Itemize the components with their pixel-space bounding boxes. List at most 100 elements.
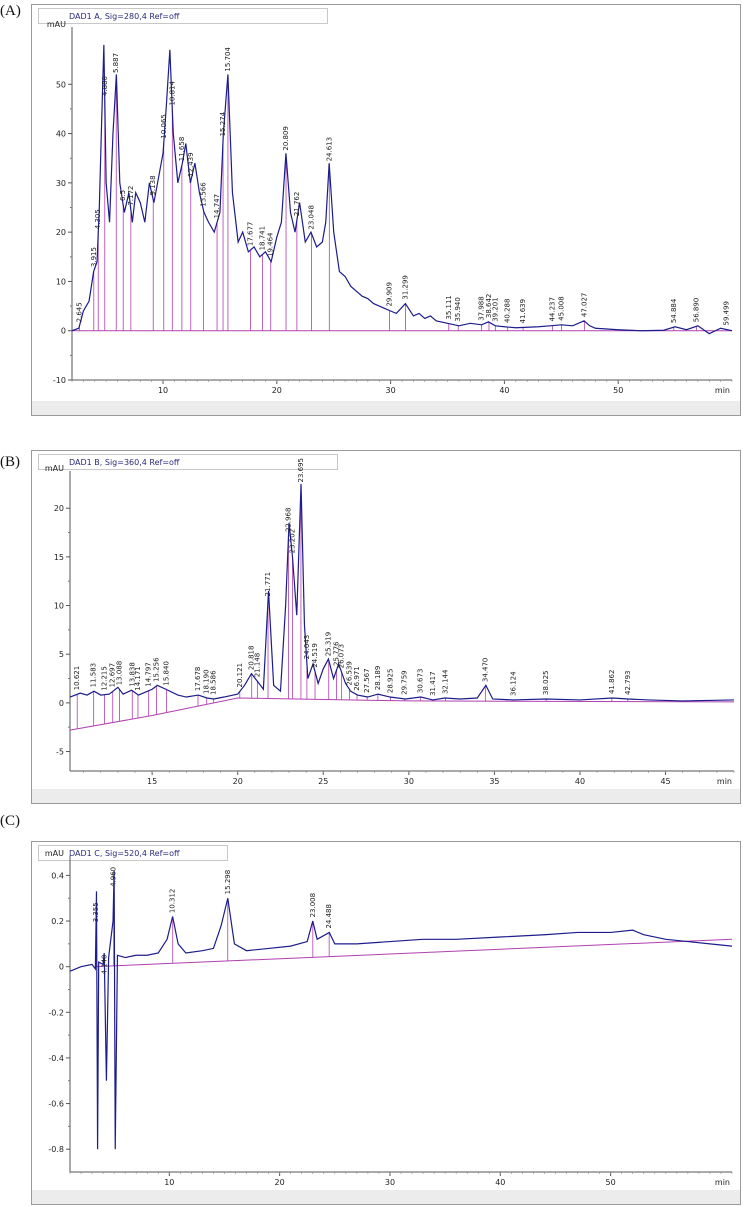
panel-b-title: DAD1 B, Sig=360,4 Ref=off: [38, 454, 338, 470]
peak-label: 4.880: [101, 76, 109, 96]
peak-label: 12.215: [100, 666, 108, 691]
peak-label: 30.673: [416, 669, 424, 694]
peak-label: 19.464: [267, 232, 275, 257]
peak-label: 25.319: [325, 632, 333, 657]
peak-label: 41.862: [608, 670, 616, 695]
peak-label: 2.645: [75, 302, 83, 322]
peak-label: 11.583: [90, 663, 98, 688]
y-tick-label: 10: [54, 602, 64, 611]
peak-label: 18.586: [210, 670, 218, 695]
peak-label: 34.470: [481, 658, 489, 683]
peak-label: 15.298: [224, 870, 232, 895]
x-tick-label: 20: [272, 386, 282, 395]
y-tick-label: -0.6: [48, 1100, 64, 1109]
peak-label: 11.658: [178, 137, 186, 162]
x-axis-label: min: [715, 1178, 730, 1187]
y-tick-label: 0.4: [51, 871, 64, 880]
peak-label: 26.539: [346, 661, 354, 686]
peak-label: 3.355: [92, 902, 100, 922]
peak-label: 26.971: [353, 666, 361, 691]
y-tick-label: -5: [56, 748, 64, 757]
peak-label: 18.741: [259, 226, 267, 251]
x-tick-label: 20: [233, 777, 243, 786]
panel-a-title: DAD1 A, Sig=280,4 Ref=off: [38, 8, 328, 24]
y-tick-label: 30: [56, 179, 66, 188]
peak-label: 29.909: [386, 282, 394, 307]
peak-label: 4.140: [101, 954, 109, 974]
panel-a-letter: (A): [0, 3, 21, 19]
peak-label: 37.988: [478, 296, 486, 321]
peak-label: 20.818: [248, 646, 256, 671]
y-tick-label: -0.4: [48, 1054, 64, 1063]
peak-label: 14.747: [213, 194, 221, 219]
peak-label: 24.613: [325, 137, 333, 162]
x-axis-label: min: [717, 777, 732, 786]
x-tick-label: 50: [613, 386, 623, 395]
chart-a: -10 0 10 20 30 40 50 10 20 30 40 50 mAU min 2.645 3.915…: [47, 20, 733, 395]
peak-label: 18.190: [203, 669, 211, 694]
x-tick-label: 40: [495, 1178, 505, 1187]
peak-label: 28.189: [374, 666, 382, 691]
peak-label: 12.439: [187, 152, 195, 177]
peak-label: 17.677: [246, 222, 254, 247]
y-tick-label: -10: [53, 376, 66, 385]
peak-label: 59.499: [722, 301, 730, 326]
y-tick-label: 0: [59, 963, 64, 972]
peak-label: 22.968: [285, 508, 293, 533]
panel-c-title: DAD1 C, Sig=520,4 Ref=off: [38, 845, 228, 861]
x-tick-label: 10: [158, 386, 168, 395]
peak-label: 35.111: [445, 295, 453, 320]
y-tick-label: -0.2: [48, 1008, 64, 1017]
chart-c: -0.8 -0.6 -0.4 -0.2 0 0.2 0.4 10 20 30 40 50 mAU min 3…: [45, 849, 733, 1187]
panel-b-letter: (B): [0, 454, 20, 470]
baseline-line: [95, 938, 733, 968]
y-tick-label: 0: [59, 699, 64, 708]
panel-b-frame: DAD1 B, Sig=360,4 Ref=off -5 0 5 10 15 20 15 20…: [31, 450, 741, 804]
x-tick-label: 15: [147, 777, 157, 786]
peak-label: 39.201: [491, 297, 499, 322]
peak-label: 28.925: [386, 669, 394, 694]
peak-label: 27.567: [363, 668, 371, 693]
peak-label: 25.776: [333, 641, 341, 666]
y-axis-label: mAU: [47, 20, 66, 29]
peak-label: 15.840: [163, 661, 171, 686]
peak-label: 45.008: [557, 296, 565, 321]
y-tick-label: 15: [54, 553, 64, 562]
x-tick-label: 35: [489, 777, 499, 786]
x-tick-label: 50: [606, 1178, 616, 1187]
peak-label: 38.025: [542, 670, 550, 695]
peak-label: 21.148: [253, 653, 261, 678]
peak-label: 35.940: [454, 297, 462, 322]
peak-label: 3.915: [90, 247, 98, 267]
peak-label: 20.121: [236, 663, 244, 688]
peak-label: 10.814: [168, 81, 176, 106]
peak-label: 4.960: [110, 867, 118, 887]
peak-label: 42.793: [624, 670, 632, 695]
peak-label: 38.642: [485, 294, 493, 319]
y-tick-label: 0.2: [51, 917, 64, 926]
y-tick-label: 50: [56, 80, 66, 89]
panel-c-frame: DAD1 C, Sig=520,4 Ref=off -0.8 -0.6 -0.4 -0…: [31, 841, 741, 1205]
peak-label: 17.678: [194, 667, 202, 692]
peak-label: 23.695: [297, 458, 305, 483]
x-tick-label: 30: [386, 386, 396, 395]
y-tick-label: -0.8: [48, 1145, 64, 1154]
x-axis-label: min: [715, 386, 730, 395]
peak-label: 21.762: [293, 192, 301, 217]
x-tick-label: 30: [385, 1178, 395, 1187]
peak-label: 15.274: [219, 111, 227, 136]
peak-label: 10.621: [73, 666, 81, 691]
peak-label: 10.312: [169, 889, 177, 914]
y-tick-label: 20: [54, 504, 64, 513]
peak-label: 24.488: [325, 904, 333, 929]
chromatogram-trace: [69, 483, 735, 702]
peak-label: 31.299: [401, 275, 409, 300]
peak-label: 47.027: [580, 293, 588, 318]
peak-label: 24.043: [303, 635, 311, 660]
panel-c-letter: (C): [0, 813, 20, 829]
y-tick-label: 20: [56, 228, 66, 237]
y-tick-label: 5: [59, 650, 64, 659]
chart-b: -5 0 5 10 15 20 15 20 25 30 35 40 45 mAU min 10.621 11.5…: [45, 458, 735, 786]
peak-label: 24.519: [311, 643, 319, 668]
peak-label: 26.073: [338, 644, 346, 669]
